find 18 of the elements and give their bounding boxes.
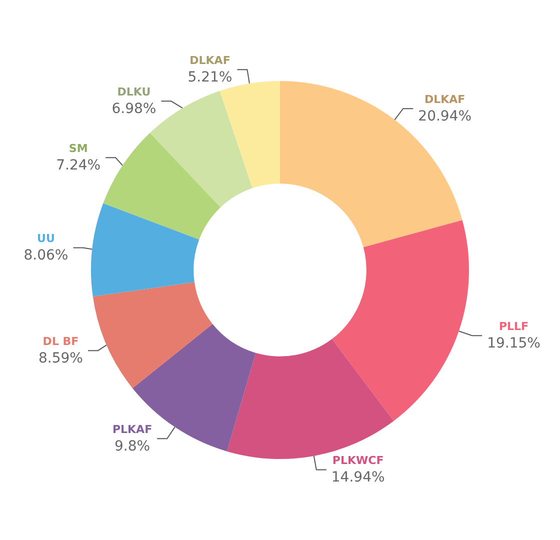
slice-label: SM xyxy=(68,142,88,156)
slice-label: PLLF xyxy=(498,320,529,334)
data-label: 8.06% xyxy=(24,248,68,264)
slice-label: DLKAF xyxy=(190,54,230,68)
slice-label: DLKU xyxy=(117,86,151,99)
data-label: 9.8% xyxy=(114,438,150,455)
data-label: 6.98% xyxy=(112,101,156,118)
data-label: 7.24% xyxy=(56,158,101,174)
slice-label: UU xyxy=(37,232,55,246)
data-label: 20.94% xyxy=(418,108,472,125)
slice-label: PLKAF xyxy=(112,423,152,436)
data-label: 19.15% xyxy=(487,336,540,352)
slice-label: DLKAF xyxy=(424,93,466,106)
data-label: 8.59% xyxy=(38,350,83,367)
data-label: 14.94% xyxy=(331,470,385,486)
slice-label: PLKWCF xyxy=(332,454,384,468)
slice-label: DL BF xyxy=(42,335,79,348)
data-label: 5.21% xyxy=(188,70,232,86)
